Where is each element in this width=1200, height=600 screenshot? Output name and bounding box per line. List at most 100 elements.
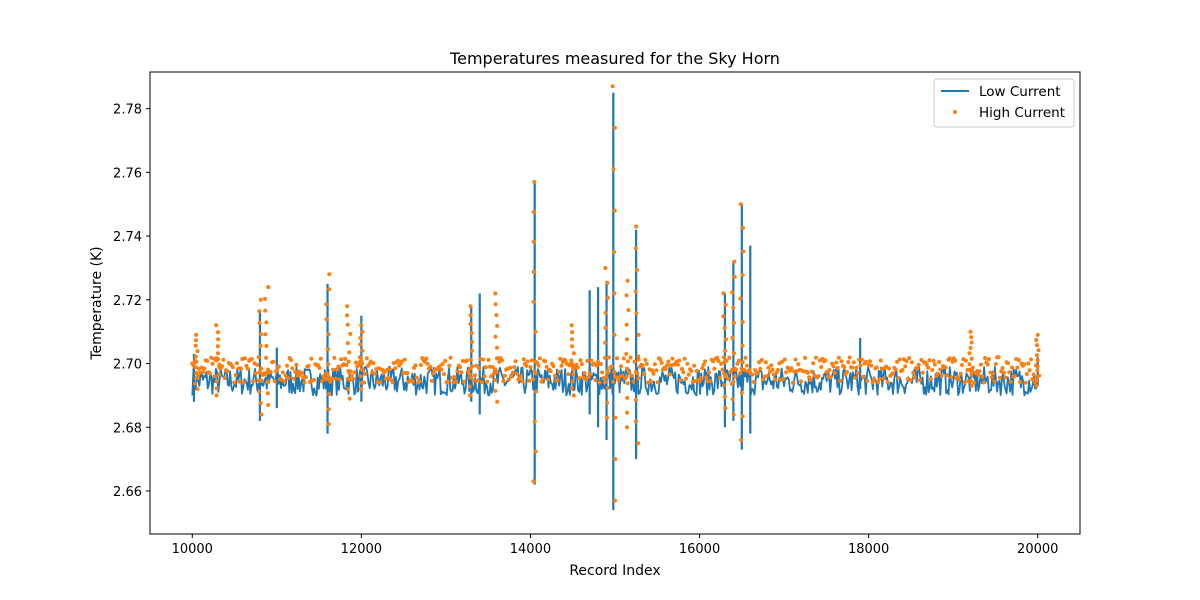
high-current-point xyxy=(213,374,218,379)
x-tick-label: 16000 xyxy=(679,542,720,557)
high-current-point xyxy=(343,356,348,361)
high-current-point xyxy=(612,125,617,130)
high-current-point xyxy=(293,369,298,374)
high-current-point xyxy=(589,358,594,363)
high-current-point xyxy=(834,360,839,365)
high-current-point xyxy=(633,289,638,294)
high-current-point xyxy=(202,366,207,371)
high-current-point xyxy=(803,355,808,360)
high-current-point xyxy=(468,313,473,318)
high-current-point xyxy=(738,371,743,376)
high-current-point xyxy=(468,375,473,380)
high-current-point xyxy=(970,365,975,370)
high-current-point xyxy=(939,373,944,378)
high-current-point xyxy=(796,362,801,367)
high-current-point xyxy=(531,239,536,244)
high-current-point xyxy=(707,370,711,375)
high-current-point xyxy=(613,498,617,503)
high-current-point xyxy=(989,375,994,380)
high-current-point xyxy=(937,360,941,364)
high-current-point xyxy=(634,419,638,424)
high-current-point xyxy=(214,323,219,328)
high-current-point xyxy=(625,425,629,430)
high-current-point xyxy=(789,366,794,371)
high-current-point xyxy=(730,336,735,340)
high-current-point xyxy=(1026,361,1031,366)
high-current-point xyxy=(869,363,874,368)
high-current-point xyxy=(949,375,954,380)
high-current-point xyxy=(621,356,626,361)
high-current-point xyxy=(193,381,198,386)
high-current-point xyxy=(263,308,268,313)
high-current-point xyxy=(636,376,641,381)
high-current-point xyxy=(291,376,296,381)
high-current-point xyxy=(907,356,912,361)
high-current-point xyxy=(759,358,764,362)
high-current-point xyxy=(326,422,331,427)
high-current-point xyxy=(571,372,576,377)
high-current-point xyxy=(443,358,448,363)
high-current-point xyxy=(769,363,774,368)
high-current-point xyxy=(743,355,748,360)
high-current-point xyxy=(462,379,467,384)
high-current-point xyxy=(613,457,618,462)
high-current-point xyxy=(569,386,574,391)
legend-dot-marker xyxy=(953,110,957,114)
high-current-point xyxy=(652,362,657,367)
high-current-point xyxy=(531,209,536,214)
high-current-point xyxy=(324,302,329,307)
high-current-point xyxy=(309,356,314,361)
high-current-point xyxy=(731,305,736,310)
high-current-point xyxy=(546,377,550,382)
high-current-point xyxy=(272,379,277,384)
high-current-point xyxy=(225,369,230,374)
high-current-point xyxy=(771,372,776,377)
high-current-point xyxy=(715,355,720,360)
high-current-point xyxy=(686,372,691,377)
high-current-point xyxy=(266,367,270,372)
y-tick-label: 2.78 xyxy=(113,103,142,118)
high-current-point xyxy=(625,337,629,342)
high-current-point xyxy=(257,370,262,375)
high-current-point xyxy=(724,337,728,342)
high-current-point xyxy=(931,358,936,363)
high-current-point xyxy=(868,359,872,364)
high-current-point xyxy=(258,378,263,383)
high-current-point xyxy=(532,419,537,424)
high-current-point xyxy=(943,365,948,370)
high-current-point xyxy=(885,380,890,385)
x-axis: 10000 12000 14000 16000 18000 20000 xyxy=(172,534,1058,557)
high-current-point xyxy=(531,269,536,274)
high-current-point xyxy=(519,374,523,379)
high-current-point xyxy=(333,376,338,381)
high-current-point xyxy=(570,379,575,384)
high-current-point xyxy=(813,355,818,360)
high-current-point xyxy=(969,356,974,361)
high-current-point xyxy=(268,370,273,374)
high-current-point xyxy=(569,358,574,363)
high-current-point xyxy=(968,378,973,383)
high-current-point xyxy=(447,363,452,368)
high-current-point xyxy=(741,249,746,254)
high-current-point xyxy=(960,363,964,367)
high-current-point xyxy=(721,291,726,296)
high-current-point xyxy=(766,365,771,370)
high-current-point xyxy=(811,361,816,366)
high-current-point xyxy=(740,273,745,277)
high-current-point xyxy=(360,329,365,334)
high-current-point xyxy=(600,370,605,375)
high-current-point xyxy=(698,376,703,380)
high-current-point xyxy=(441,372,446,376)
high-current-point xyxy=(616,378,621,383)
high-current-point xyxy=(727,355,732,360)
high-current-point xyxy=(612,370,617,374)
high-current-point xyxy=(842,365,847,370)
high-current-point xyxy=(359,387,363,391)
high-current-point xyxy=(809,369,814,374)
high-current-point xyxy=(532,179,537,184)
high-current-point xyxy=(290,366,295,371)
high-current-point xyxy=(555,378,560,383)
high-current-point xyxy=(626,308,631,312)
high-current-point xyxy=(317,365,322,370)
